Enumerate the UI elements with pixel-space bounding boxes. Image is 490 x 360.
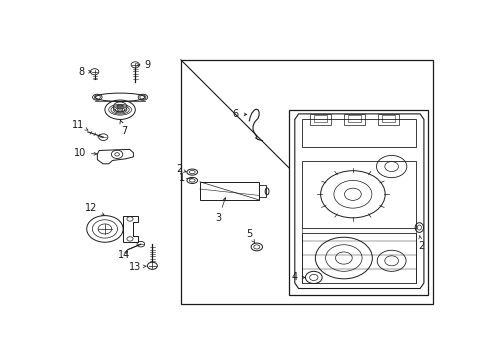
Text: 4: 4 (292, 273, 305, 283)
Text: 7: 7 (120, 120, 127, 135)
Bar (314, 115, 327, 122)
Text: 2: 2 (176, 164, 186, 174)
Bar (181, 60, 434, 304)
Bar (200, 182, 259, 200)
Bar (310, 114, 331, 125)
Text: 6: 6 (233, 109, 247, 119)
Text: 13: 13 (129, 262, 147, 272)
Text: 2: 2 (418, 236, 424, 251)
Bar (344, 114, 365, 125)
Bar (302, 161, 416, 228)
Bar (259, 185, 266, 197)
Bar (289, 110, 428, 296)
Text: 10: 10 (74, 148, 97, 158)
Text: 5: 5 (246, 229, 254, 243)
Bar (302, 120, 416, 147)
Text: 11: 11 (72, 120, 88, 130)
Text: 1: 1 (178, 173, 185, 183)
Bar (378, 114, 399, 125)
Text: 12: 12 (85, 203, 104, 215)
Bar (382, 115, 395, 122)
Text: 8: 8 (78, 67, 84, 77)
Text: 9: 9 (145, 60, 151, 70)
Text: 14: 14 (118, 250, 130, 260)
Bar (302, 233, 416, 283)
Text: 3: 3 (216, 198, 226, 223)
Bar (348, 115, 361, 122)
